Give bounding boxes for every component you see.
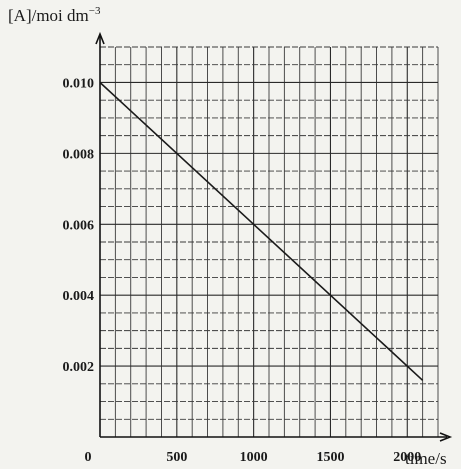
y-axis-arrow <box>95 31 105 45</box>
y-tick-label: 0.006 <box>63 218 95 233</box>
y-tick-label: 0.004 <box>63 289 95 304</box>
y-tick-label: 0.002 <box>63 360 95 375</box>
x-axis-label: time/s <box>405 449 447 468</box>
x-tick-label: 2000 <box>393 450 421 465</box>
chart-series <box>99 81 424 381</box>
y-tick-labels: 0.002 0.004 0.006 0.008 0.010 <box>63 76 95 375</box>
data-line <box>99 81 424 381</box>
chart-grid <box>100 46 439 437</box>
x-tick-label: 500 <box>166 450 187 465</box>
y-tick-label: 0.010 <box>63 76 95 91</box>
y-axis-label-superscript: −3 <box>89 5 101 17</box>
y-axis-label: [A]/moi dm−3 <box>8 5 101 25</box>
chart-axes <box>95 31 453 442</box>
x-tick-label: 1500 <box>316 450 344 465</box>
x-axis-arrow <box>439 432 453 442</box>
x-tick-labels: 0 500 1000 1500 2000 <box>85 450 422 465</box>
x-tick-label: 0 <box>85 450 92 465</box>
y-axis-label-main: [A]/moi dm <box>8 6 89 25</box>
x-tick-label: 1000 <box>240 450 268 465</box>
y-tick-label: 0.008 <box>63 147 95 162</box>
